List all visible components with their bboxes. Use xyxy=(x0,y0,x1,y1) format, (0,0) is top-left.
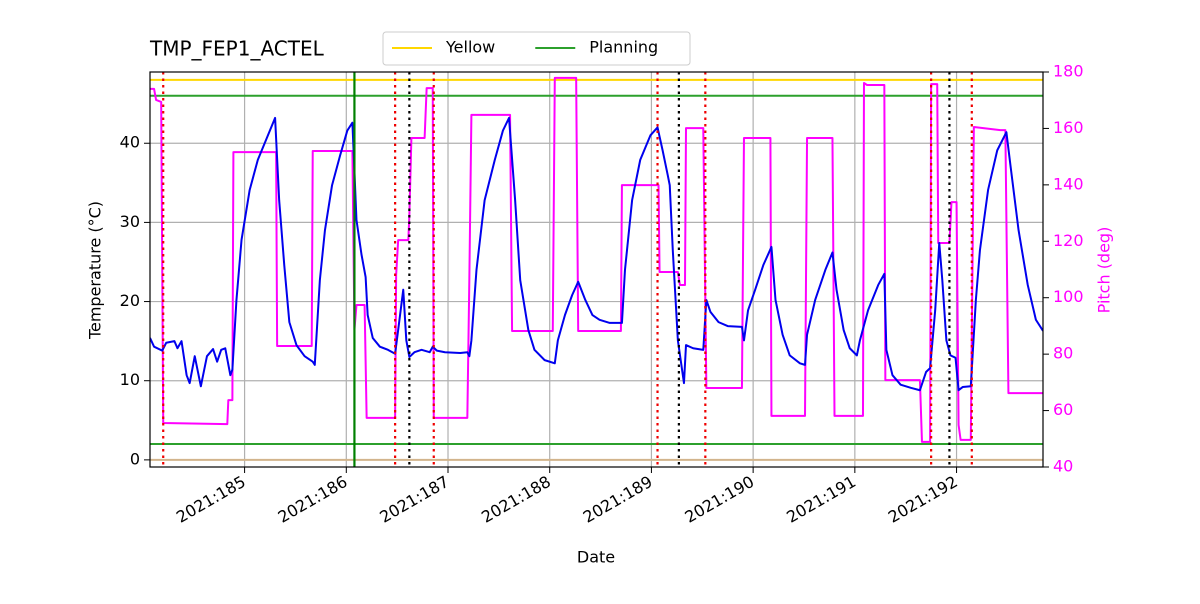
legend-label: Planning xyxy=(589,38,658,57)
y-axis-label: Temperature (°C) xyxy=(86,201,105,340)
y-tick-label: 0 xyxy=(130,449,140,468)
x-tick-label: 2021:186 xyxy=(275,472,351,527)
y2-tick-label: 140 xyxy=(1053,174,1084,193)
y-tick-label: 30 xyxy=(120,212,140,231)
y-tick-label: 20 xyxy=(120,291,140,310)
x-tick-label: 2021:187 xyxy=(376,472,452,527)
x-axis-label: Date xyxy=(577,548,615,567)
y2-tick-label: 120 xyxy=(1053,231,1084,250)
x-tick-label: 2021:190 xyxy=(681,472,757,527)
x-tick-label: 2021:192 xyxy=(885,472,961,527)
data-line xyxy=(150,116,1043,392)
y-tick-label: 40 xyxy=(120,133,140,152)
plot-frame xyxy=(149,71,1044,468)
y2-axis-label: Pitch (deg) xyxy=(1095,227,1114,314)
y2-tick-label: 180 xyxy=(1053,62,1084,81)
x-tick-label: 2021:191 xyxy=(783,472,859,527)
y2-tick-label: 80 xyxy=(1053,344,1073,363)
data-line xyxy=(150,76,1043,443)
x-tick-label: 2021:189 xyxy=(580,472,656,527)
y-tick-label: 10 xyxy=(120,370,140,389)
chart-title: TMP_FEP1_ACTEL xyxy=(149,37,325,61)
x-tick-label: 2021:188 xyxy=(478,472,554,527)
x-tick-label: 2021:185 xyxy=(173,472,249,527)
legend-label: Yellow xyxy=(445,38,495,57)
y2-tick-label: 100 xyxy=(1053,287,1084,306)
y2-tick-label: 160 xyxy=(1053,118,1084,137)
y2-tick-label: 40 xyxy=(1053,457,1073,476)
plot-area xyxy=(150,72,1043,467)
y2-tick-label: 60 xyxy=(1053,400,1073,419)
